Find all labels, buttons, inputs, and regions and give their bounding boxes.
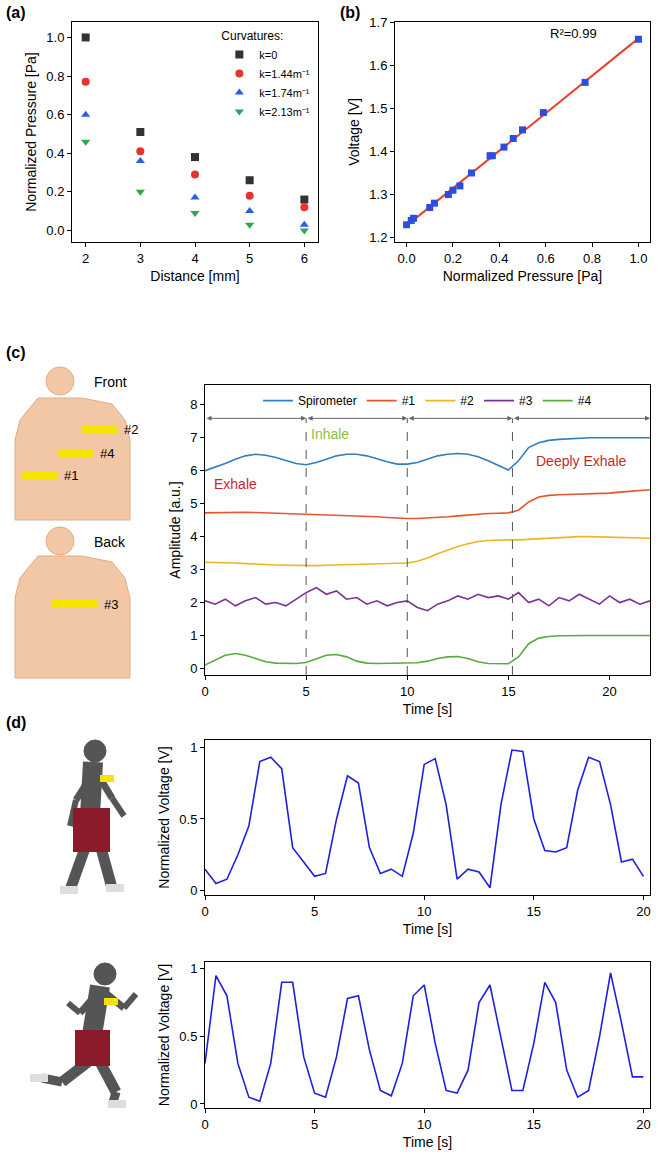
svg-text:Normalized Pressure [Pa]: Normalized Pressure [Pa] [443, 268, 603, 284]
svg-text:6: 6 [301, 251, 308, 266]
svg-text:0: 0 [201, 904, 208, 919]
svg-text:Deeply Exhale: Deeply Exhale [536, 453, 626, 469]
svg-text:5: 5 [311, 904, 318, 919]
svg-text:1.6: 1.6 [369, 58, 387, 73]
svg-text:10: 10 [400, 684, 414, 699]
svg-text:1.7: 1.7 [369, 15, 387, 30]
svg-text:15: 15 [501, 684, 515, 699]
svg-text:1.5: 1.5 [369, 101, 387, 116]
svg-text:#4: #4 [100, 446, 114, 461]
svg-text:#1: #1 [402, 394, 416, 408]
svg-text:Voltage [V]: Voltage [V] [346, 98, 362, 166]
svg-text:k=1.74m⁻¹: k=1.74m⁻¹ [259, 87, 309, 99]
svg-text:20: 20 [602, 684, 616, 699]
svg-text:Time [s]: Time [s] [403, 1134, 452, 1150]
svg-text:1.0: 1.0 [629, 251, 647, 266]
svg-text:1.3: 1.3 [369, 187, 387, 202]
svg-text:#4: #4 [578, 394, 592, 408]
svg-text:5: 5 [246, 251, 253, 266]
svg-text:R²=0.99: R²=0.99 [550, 26, 597, 41]
svg-text:0.4: 0.4 [490, 251, 508, 266]
svg-text:0.8: 0.8 [583, 251, 601, 266]
svg-text:Amplitude [a.u.]: Amplitude [a.u.] [167, 481, 183, 578]
svg-text:8: 8 [190, 397, 197, 412]
svg-text:2: 2 [190, 595, 197, 610]
svg-text:0.0: 0.0 [46, 223, 64, 238]
svg-text:4: 4 [191, 251, 198, 266]
svg-text:Spirometer: Spirometer [298, 394, 357, 408]
svg-text:0.2: 0.2 [46, 184, 64, 199]
svg-text:0: 0 [201, 684, 208, 699]
svg-text:3: 3 [137, 251, 144, 266]
svg-text:k=1.44m⁻¹: k=1.44m⁻¹ [259, 68, 309, 80]
svg-text:0: 0 [201, 1117, 208, 1132]
svg-text:Normalized Voltage [V]: Normalized Voltage [V] [156, 746, 172, 888]
svg-text:0: 0 [190, 1096, 197, 1111]
svg-text:Exhale: Exhale [214, 476, 257, 492]
svg-text:10: 10 [417, 1117, 431, 1132]
svg-text:Time [s]: Time [s] [403, 701, 452, 717]
svg-text:Distance [mm]: Distance [mm] [150, 268, 239, 284]
svg-text:1.2: 1.2 [369, 230, 387, 245]
svg-text:0.0: 0.0 [398, 251, 416, 266]
svg-text:k=0: k=0 [259, 49, 277, 61]
svg-text:(d): (d) [6, 714, 26, 731]
svg-text:0.4: 0.4 [46, 146, 64, 161]
svg-text:0.8: 0.8 [46, 69, 64, 84]
svg-text:3: 3 [190, 562, 197, 577]
svg-text:Curvatures:: Curvatures: [221, 29, 283, 43]
svg-text:(a): (a) [6, 4, 26, 21]
svg-text:#2: #2 [460, 394, 474, 408]
svg-text:Front: Front [94, 374, 127, 390]
svg-text:0.6: 0.6 [537, 251, 555, 266]
svg-text:10: 10 [417, 904, 431, 919]
svg-text:20: 20 [636, 904, 650, 919]
svg-text:7: 7 [190, 430, 197, 445]
svg-text:1: 1 [190, 628, 197, 643]
svg-text:5: 5 [190, 496, 197, 511]
svg-text:4: 4 [190, 529, 197, 544]
svg-text:#2: #2 [124, 422, 138, 437]
svg-text:#1: #1 [64, 468, 78, 483]
svg-text:0.5: 0.5 [179, 811, 197, 826]
svg-text:0: 0 [190, 661, 197, 676]
svg-text:0.6: 0.6 [46, 107, 64, 122]
svg-text:0.5: 0.5 [179, 1029, 197, 1044]
svg-text:Time [s]: Time [s] [403, 921, 452, 937]
svg-text:Back: Back [94, 534, 126, 550]
svg-text:0.2: 0.2 [444, 251, 462, 266]
svg-text:0: 0 [190, 883, 197, 898]
svg-text:5: 5 [303, 684, 310, 699]
svg-text:1.4: 1.4 [369, 144, 387, 159]
svg-text:15: 15 [527, 904, 541, 919]
svg-text:1: 1 [190, 740, 197, 755]
svg-text:5: 5 [311, 1117, 318, 1132]
svg-text:Inhale: Inhale [311, 426, 349, 442]
svg-text:Normalized Pressure [Pa]: Normalized Pressure [Pa] [23, 52, 39, 212]
svg-text:k=2.13m⁻¹: k=2.13m⁻¹ [259, 106, 309, 118]
svg-text:(b): (b) [340, 4, 360, 21]
svg-text:15: 15 [527, 1117, 541, 1132]
svg-text:#3: #3 [519, 394, 533, 408]
svg-text:6: 6 [190, 463, 197, 478]
svg-text:#3: #3 [104, 597, 118, 612]
svg-text:Normalized Voltage [V]: Normalized Voltage [V] [156, 964, 172, 1106]
svg-text:(c): (c) [6, 344, 26, 361]
svg-text:20: 20 [636, 1117, 650, 1132]
svg-text:2: 2 [82, 251, 89, 266]
svg-text:1: 1 [190, 961, 197, 976]
svg-text:1.0: 1.0 [46, 30, 64, 45]
